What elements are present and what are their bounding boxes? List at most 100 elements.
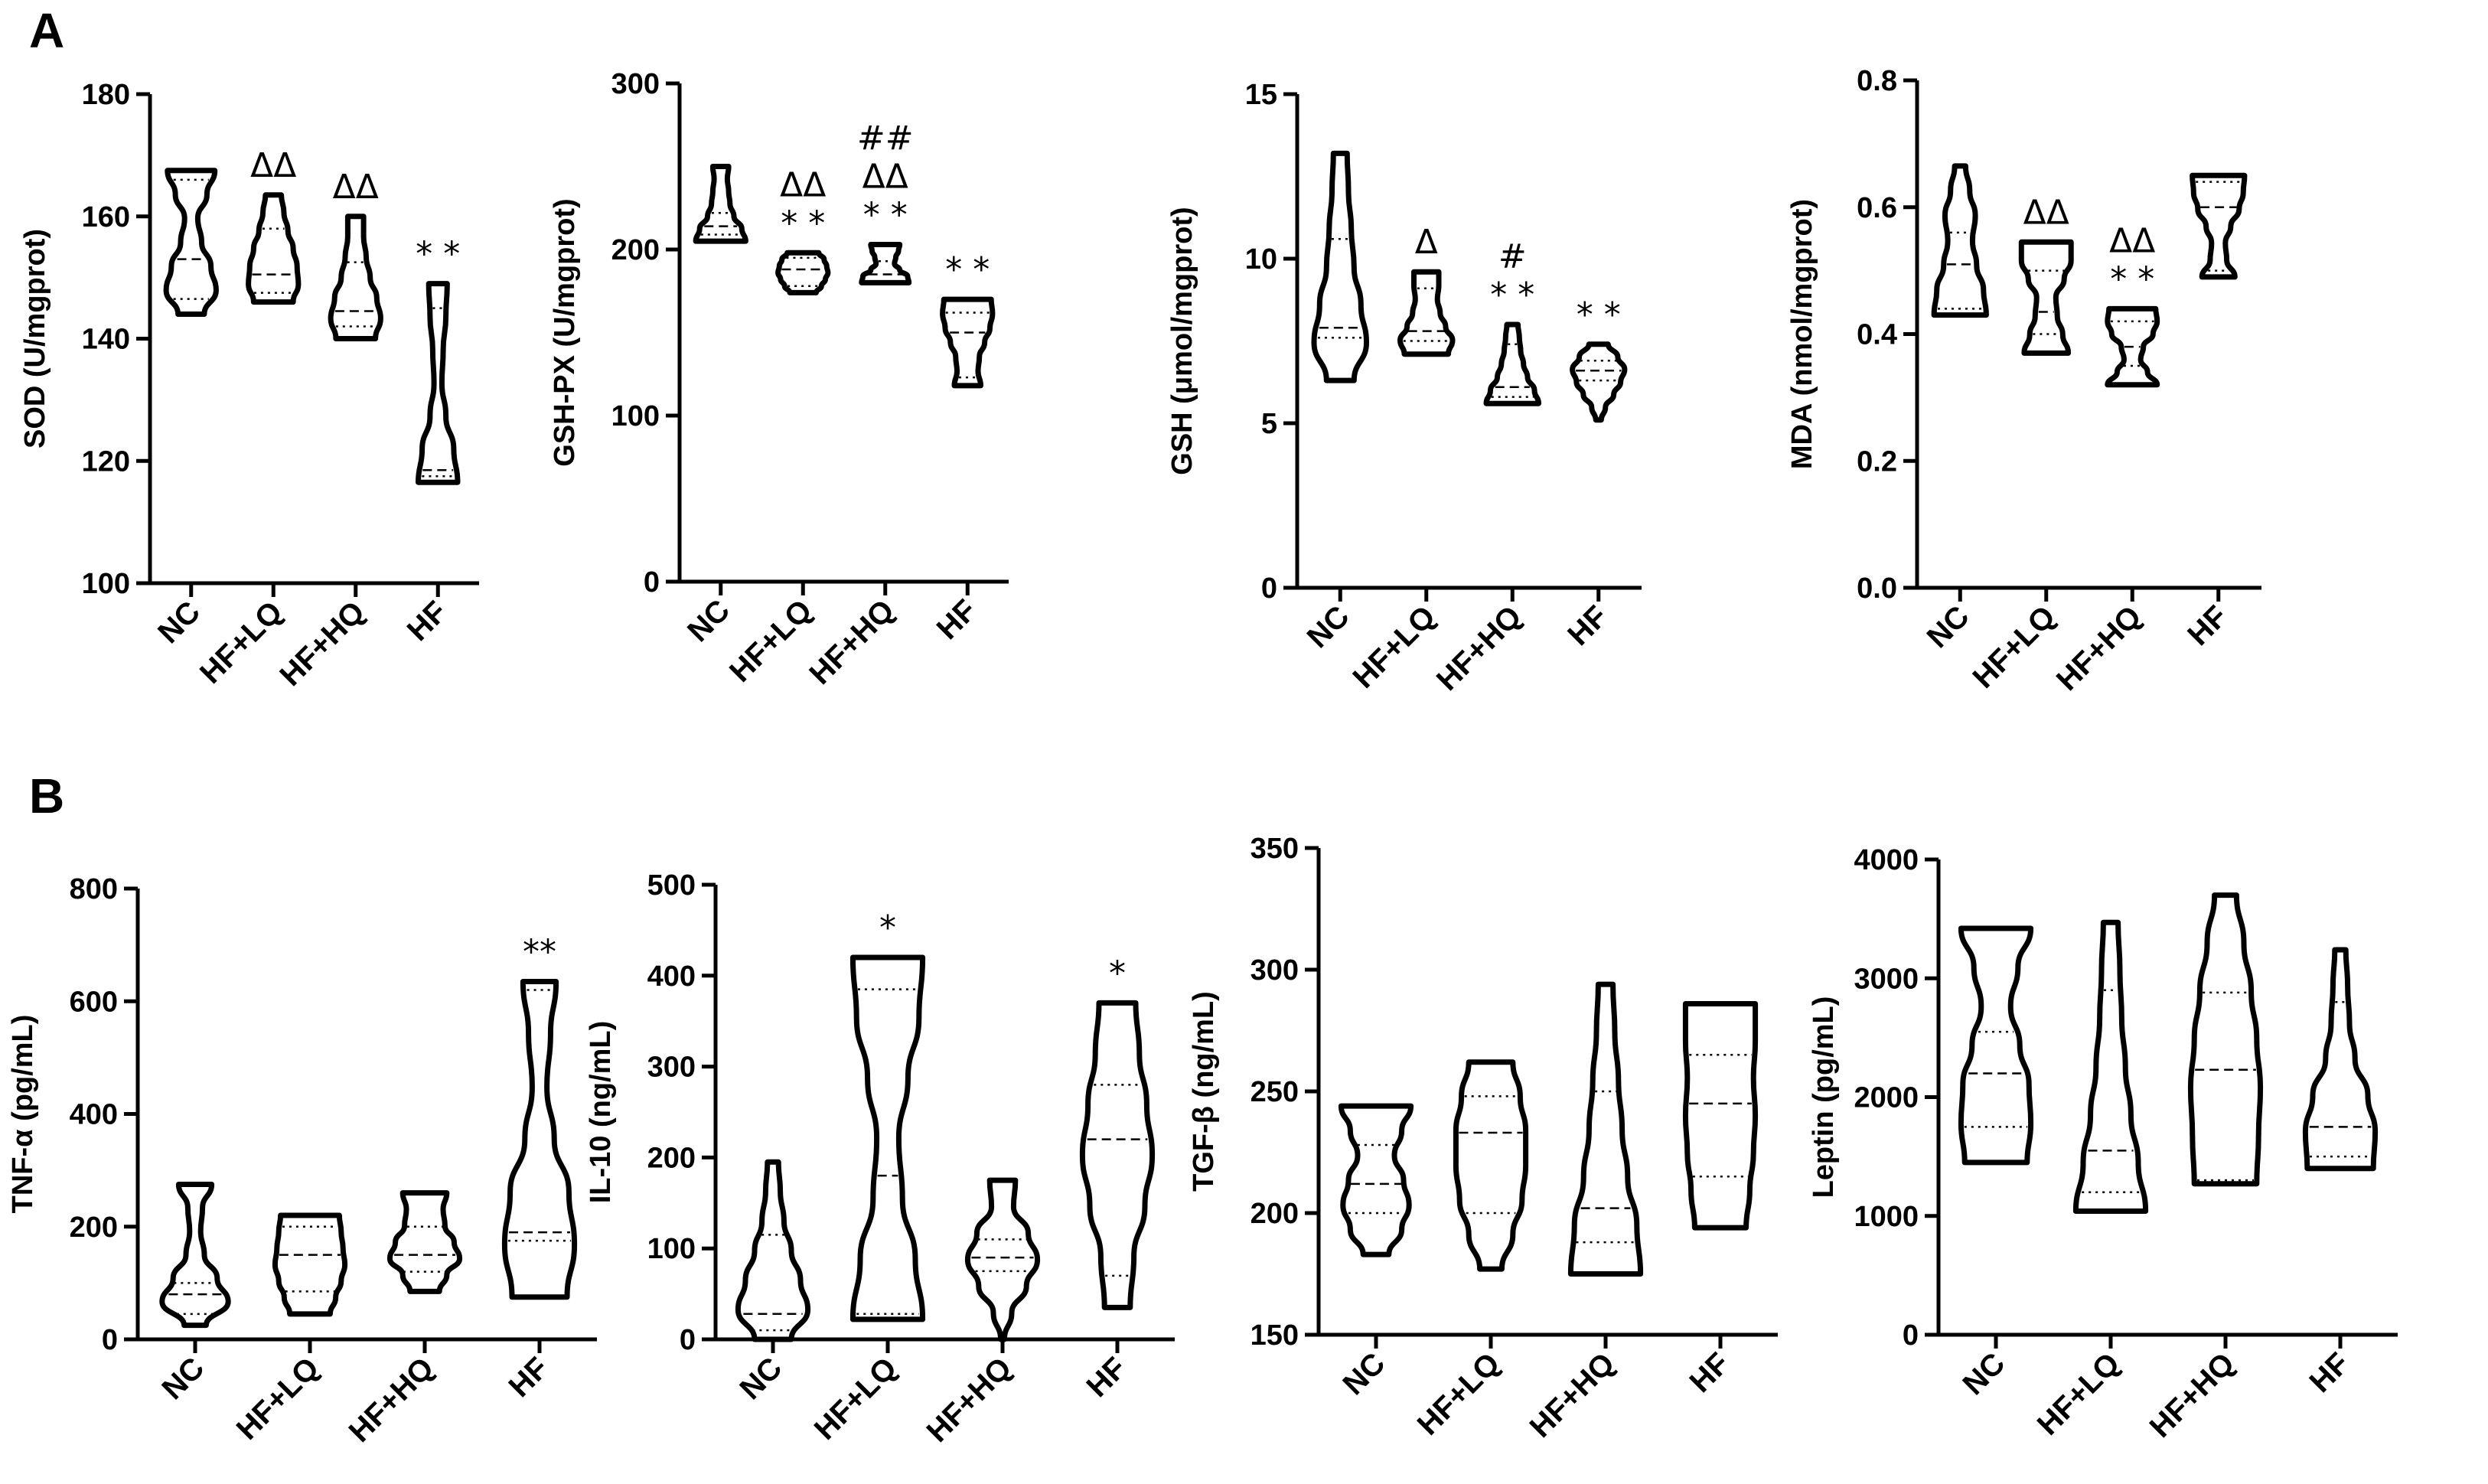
- y-tick-label: 200: [1251, 1198, 1299, 1230]
- violin-hf: [940, 296, 996, 389]
- y-tick-label: 0: [102, 1324, 118, 1356]
- violin-hf: [2302, 947, 2379, 1172]
- y-axis-title: MDA (nmol/mgprot): [1786, 199, 1818, 469]
- y-tick-label: 200: [70, 1212, 118, 1244]
- violin-hf-lq: [2072, 919, 2149, 1214]
- y-tick-label: 0.6: [1857, 192, 1897, 224]
- y-tick-label: 15: [1245, 79, 1277, 111]
- x-tick-label: NC: [681, 593, 736, 648]
- violin-nc: [735, 1159, 811, 1342]
- violin-hf-lq: [1453, 1059, 1529, 1272]
- violin-hf-hq: [964, 1177, 1041, 1342]
- x-tick-label: HF+HQ: [273, 595, 371, 693]
- chart-1: 100 120 140 160 180 SOD (U/mgprot) NCHF+LQHF+H…: [19, 79, 479, 693]
- y-axis-title: SOD (U/mgprot): [19, 229, 51, 448]
- significance-annotation: ΔΔ: [2023, 193, 2069, 232]
- y-tick-label: 0.2: [1857, 445, 1897, 478]
- x-tick-label: HF: [931, 593, 983, 646]
- x-tick-label: HF+LQ: [808, 1351, 904, 1446]
- violin-hf: [416, 281, 461, 485]
- y-tick-label: 140: [82, 324, 130, 356]
- y-axis-title: TGF-β (ng/mL): [1188, 991, 1220, 1192]
- y-tick-label: 0: [644, 566, 660, 598]
- panel-label-b: B: [29, 768, 64, 824]
- y-tick-label: 2000: [1854, 1082, 1919, 1114]
- violin-hf-hq: [1567, 981, 1644, 1277]
- x-tick-label: HF+HQ: [1430, 599, 1528, 697]
- y-tick-label: 3000: [1854, 963, 1919, 995]
- panel-label-a: A: [29, 3, 64, 58]
- y-tick-label: 180: [82, 79, 130, 111]
- significance-annotation: *: [1109, 954, 1126, 993]
- x-tick-label: HF+HQ: [1524, 1346, 1622, 1444]
- x-tick-label: NC: [733, 1351, 788, 1406]
- significance-annotation: **: [523, 932, 556, 971]
- violin-hf: [1682, 1001, 1759, 1231]
- x-tick-label: HF+HQ: [2050, 599, 2148, 697]
- chart-5: 0 200 400 600 800 TNF-α (pg/mL) NC HF+LQ HF+HQ HF…: [7, 873, 597, 1449]
- y-tick-label: 0: [1261, 572, 1277, 605]
- x-tick-label: HF+HQ: [343, 1351, 441, 1449]
- violin-hf-lq: [1397, 269, 1456, 357]
- y-axis-title: GSH-PX (U/mgprot): [549, 198, 581, 466]
- y-axis-title: IL-10 (ng/mL): [585, 1021, 617, 1204]
- y-tick-label: 400: [70, 1099, 118, 1131]
- violin-hf-lq: [849, 954, 926, 1323]
- y-tick-label: 0: [680, 1324, 696, 1356]
- significance-annotation: Δ: [1415, 223, 1438, 262]
- violin-nc: [1311, 150, 1369, 383]
- x-tick-label: HF: [503, 1351, 556, 1404]
- violin-hf-lq: [775, 250, 831, 295]
- significance-annotation: ΔΔ: [333, 168, 379, 207]
- x-tick-label: NC: [1956, 1346, 2011, 1401]
- x-tick-label: HF: [401, 595, 454, 647]
- violin-hf: [2190, 172, 2248, 280]
- chart-6: 0 100 200 300 400 500 IL-10 (ng/mL) NC HF+LQ HF+H…: [585, 869, 1175, 1449]
- x-tick-label: HF+LQ: [1411, 1346, 1507, 1442]
- violin-hf-hq: [328, 214, 383, 341]
- x-tick-label: HF+HQ: [921, 1351, 1019, 1449]
- y-tick-label: 5: [1261, 408, 1277, 440]
- y-tick-label: 0: [1903, 1319, 1919, 1352]
- y-tick-label: 160: [82, 201, 130, 233]
- y-tick-label: 10: [1245, 243, 1277, 276]
- x-tick-label: NC: [1336, 1346, 1391, 1401]
- y-tick-label: 100: [647, 1233, 696, 1265]
- violin-nc: [1958, 925, 2034, 1166]
- y-tick-label: 500: [647, 869, 696, 902]
- y-tick-label: 350: [1251, 833, 1299, 865]
- y-tick-label: 400: [647, 961, 696, 993]
- violin-hf-lq: [272, 1212, 348, 1317]
- significance-annotation: * *: [1577, 295, 1621, 334]
- y-tick-label: 200: [611, 234, 660, 266]
- x-tick-label: NC: [1921, 599, 1976, 654]
- violin-hf: [501, 979, 578, 1300]
- violin-nc: [693, 164, 748, 244]
- violin-hf-hq: [386, 1190, 463, 1294]
- y-tick-label: 4000: [1854, 844, 1919, 876]
- significance-annotation: ΔΔ: [780, 165, 826, 204]
- significance-annotation: * *: [945, 250, 990, 289]
- y-axis-title: GSH (μmol/mgprot): [1166, 207, 1198, 475]
- significance-annotation: ##: [857, 119, 914, 158]
- significance-annotation: *: [879, 908, 896, 947]
- x-tick-label: NC: [1301, 599, 1356, 654]
- x-tick-label: HF+HQ: [803, 593, 901, 691]
- violin-nc: [163, 168, 219, 317]
- violin-nc: [1338, 1103, 1414, 1257]
- y-tick-label: 100: [82, 568, 130, 600]
- significance-annotation: ΔΔ: [2109, 221, 2155, 260]
- x-tick-label: NC: [155, 1351, 210, 1406]
- y-tick-label: 800: [70, 873, 118, 905]
- y-tick-label: 100: [611, 400, 660, 432]
- x-tick-label: NC: [152, 595, 207, 650]
- violin-hf: [1570, 341, 1628, 423]
- y-tick-label: 300: [1251, 954, 1299, 987]
- violin-hf-lq: [2018, 239, 2074, 356]
- x-tick-label: HF: [2304, 1346, 2356, 1399]
- violin-hf-hq: [2187, 892, 2264, 1187]
- chart-7: 150 200 250 300 350 TGF-β (ng/mL) NC HF+LQ HF+HQ…: [1188, 833, 1778, 1444]
